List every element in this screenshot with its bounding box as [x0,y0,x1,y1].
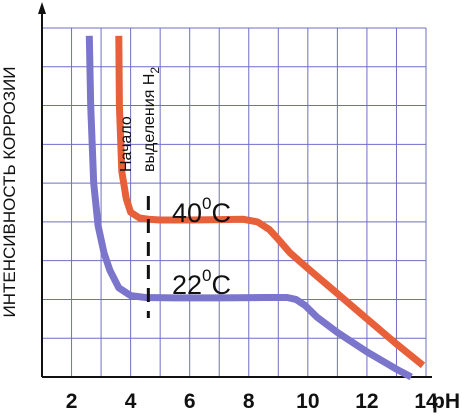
x-tick-label: 8 [243,390,255,413]
x-tick-labels: 2 4 6 8 10 12 14 [66,390,438,413]
marker-text-line1: Начало [118,116,135,172]
y-axis-label: ИНТЕНСИВНОСТЬ КОРРОЗИИ [0,67,19,318]
label-40C-unit: C [212,198,232,228]
x-axis-label: pH [432,390,460,413]
marker-text-subscript: 2 [148,67,162,74]
marker-text-main: выделения H [141,74,158,172]
series-group [85,35,426,381]
label-22C-degree: 0 [202,266,211,285]
x-tick-label: 6 [184,390,196,413]
label-22C: 220C [172,266,231,300]
series-line-40°C [115,35,426,369]
label-40C-value: 40 [172,198,202,228]
x-tick-label: 4 [125,390,137,413]
series-line-22°C [85,35,413,381]
y-axis-arrowhead [38,2,46,14]
x-tick-label: 10 [296,390,319,413]
label-40C: 400C [172,194,231,228]
marker-text-line2: выделения H2 [141,67,162,172]
label-22C-unit: C [212,270,232,300]
x-tick-label: 12 [355,390,378,413]
label-22C-value: 22 [172,270,202,300]
label-40C-degree: 0 [202,194,211,213]
x-tick-label: 2 [66,390,78,413]
x-tick-label: 14 [414,390,438,413]
grid [41,27,427,378]
axes [38,2,432,378]
